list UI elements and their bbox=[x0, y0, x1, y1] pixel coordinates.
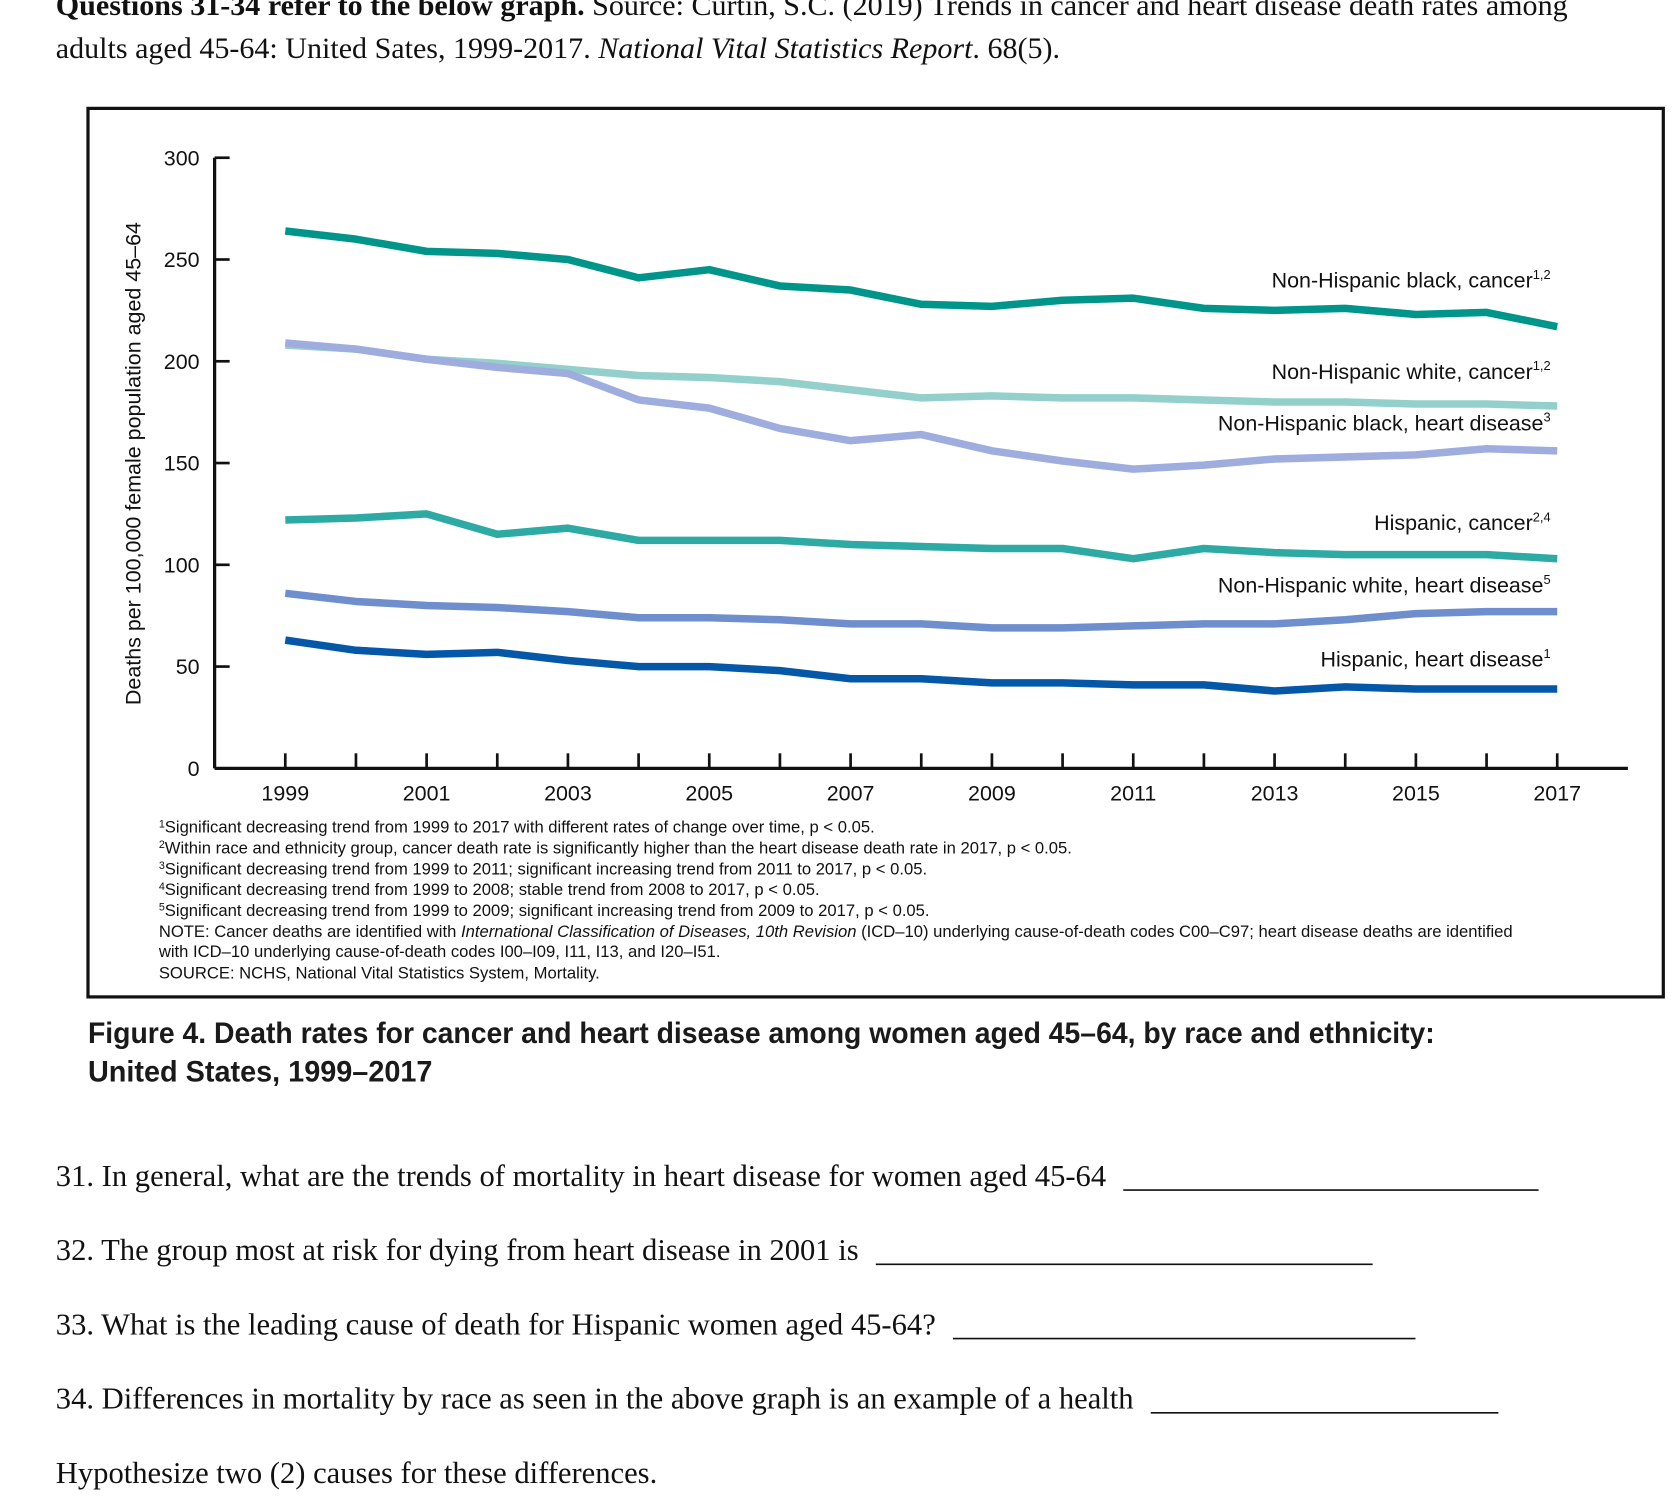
y-tick-label: 150 bbox=[164, 452, 200, 476]
footnote-text: Within race and ethnicity group, cancer … bbox=[165, 839, 1072, 858]
note-text: (ICD–10) underlying cause-of-death codes… bbox=[857, 922, 1513, 941]
footnote-marker: 3 bbox=[159, 860, 165, 872]
series-name: Non-Hispanic black, cancer bbox=[1272, 269, 1533, 293]
x-tick-label: 1999 bbox=[261, 782, 309, 806]
note: with ICD–10 underlying cause-of-death co… bbox=[158, 942, 721, 961]
series-note: 3 bbox=[1543, 410, 1550, 425]
x-tick-label: 2003 bbox=[544, 782, 592, 806]
y-tick-label: 100 bbox=[164, 553, 200, 577]
question: 33. What is the leading cause of death f… bbox=[56, 1307, 936, 1341]
series-line bbox=[284, 227, 1558, 331]
x-tick-label: 2001 bbox=[403, 782, 451, 806]
question: Hypothesize two (2) causes for these dif… bbox=[56, 1456, 657, 1490]
series-line bbox=[285, 341, 1558, 410]
footnote-marker: 5 bbox=[159, 902, 165, 914]
footnote-text: Significant decreasing trend from 1999 t… bbox=[165, 880, 820, 899]
x-tick-label: 2005 bbox=[685, 782, 733, 806]
series-label: Non-Hispanic black, heart disease3 bbox=[1218, 410, 1551, 436]
chart-frame bbox=[86, 106, 1665, 999]
y-tick-label: 200 bbox=[164, 350, 200, 374]
y-axis-label: Deaths per 100,000 female population age… bbox=[122, 222, 146, 705]
source: SOURCE: NCHS, National Vital Statistics … bbox=[159, 964, 600, 983]
header-source: Source: Curtin, S.C. (2019) Trends in ca… bbox=[55, 0, 1568, 66]
y-tick-label: 50 bbox=[176, 655, 200, 679]
x-tick-label: 2007 bbox=[827, 782, 875, 806]
question: 34. Differences in mortality by race as … bbox=[56, 1382, 1134, 1416]
footnote: 5Significant decreasing trend from 1999 … bbox=[159, 901, 930, 920]
series-name: Non-Hispanic white, heart disease bbox=[1218, 573, 1544, 597]
figure-caption: Figure 4. Death rates for cancer and hea… bbox=[88, 1017, 1435, 1050]
footnote-marker: 1 bbox=[159, 818, 165, 830]
footnote: 3Significant decreasing trend from 1999 … bbox=[159, 859, 927, 878]
series-note: 5 bbox=[1543, 572, 1550, 587]
note-text: NOTE: Cancer deaths are identified with bbox=[159, 922, 461, 941]
question: 31. In general, what are the trends of m… bbox=[56, 1159, 1106, 1193]
header-title: Questions 31-34 refer to the below graph… bbox=[55, 0, 585, 23]
series-line bbox=[284, 636, 1558, 695]
series-label: Non-Hispanic black, cancer1,2 bbox=[1272, 267, 1551, 293]
series-name: Hispanic, heart disease bbox=[1320, 647, 1543, 671]
series-name: Non-Hispanic black, heart disease bbox=[1218, 411, 1544, 435]
header-journal: National Vital Statistics Report bbox=[598, 32, 973, 66]
x-tick-label: 2017 bbox=[1533, 782, 1581, 806]
x-tick-label: 2013 bbox=[1251, 782, 1299, 806]
x-tick-label: 2009 bbox=[968, 782, 1016, 806]
series-note: 2,4 bbox=[1533, 510, 1551, 525]
series-line bbox=[284, 339, 1558, 473]
series-name: Hispanic, cancer bbox=[1374, 511, 1533, 535]
series-label: Non-Hispanic white, cancer1,2 bbox=[1272, 358, 1551, 384]
header-issue: . 68(5). bbox=[972, 32, 1061, 66]
footnote-marker: 2 bbox=[159, 839, 165, 851]
footnote-text: Significant decreasing trend from 1999 t… bbox=[165, 901, 930, 920]
note-italic: International Classification of Diseases… bbox=[461, 922, 857, 941]
footnote: 2Within race and ethnicity group, cancer… bbox=[159, 839, 1072, 858]
series-line bbox=[285, 510, 1558, 563]
y-tick-label: 250 bbox=[164, 248, 200, 272]
series-name: Non-Hispanic white, cancer bbox=[1272, 360, 1533, 384]
series-label: Hispanic, cancer2,4 bbox=[1374, 510, 1550, 536]
figure-caption: United States, 1999–2017 bbox=[88, 1056, 432, 1089]
header: Questions 31-34 refer to the below graph… bbox=[56, 0, 1639, 71]
series-note: 1 bbox=[1543, 646, 1550, 661]
y-tick-label: 300 bbox=[164, 146, 200, 170]
footnote-text: Significant decreasing trend from 1999 t… bbox=[165, 818, 875, 837]
note: NOTE: Cancer deaths are identified with … bbox=[159, 922, 1513, 941]
x-tick-label: 2015 bbox=[1392, 782, 1440, 806]
series-note: 1,2 bbox=[1533, 358, 1551, 373]
series-note: 1,2 bbox=[1533, 267, 1551, 282]
question: 32. The group most at risk for dying fro… bbox=[56, 1233, 859, 1267]
series-label: Hispanic, heart disease1 bbox=[1320, 646, 1550, 672]
footnote: 1Significant decreasing trend from 1999 … bbox=[159, 818, 875, 837]
x-tick-label: 2011 bbox=[1110, 782, 1156, 806]
footnote: 4Significant decreasing trend from 1999 … bbox=[159, 880, 820, 899]
footnote-marker: 4 bbox=[159, 881, 165, 893]
series-line bbox=[284, 589, 1558, 632]
y-tick-label: 0 bbox=[188, 757, 200, 781]
series-label: Non-Hispanic white, heart disease5 bbox=[1218, 572, 1551, 598]
footnote-text: Significant decreasing trend from 1999 t… bbox=[165, 859, 927, 878]
